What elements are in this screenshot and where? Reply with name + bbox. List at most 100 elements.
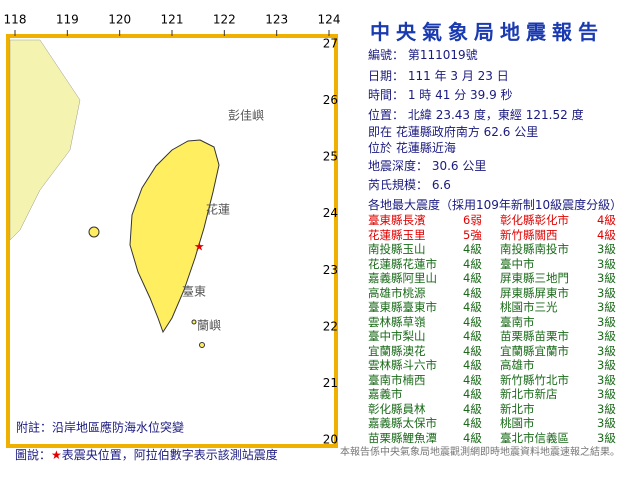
intensity: 3級 <box>597 300 616 314</box>
station: 新竹縣竹北市 <box>500 372 569 387</box>
station: 嘉義縣太保市 <box>368 416 437 430</box>
intensity-row: 高雄市桃源 4級 屏東縣屏東市 3級 <box>368 285 638 300</box>
station: 苗栗縣苗栗市 <box>500 329 569 343</box>
intensity-row: 彰化縣員林 4級 新北市 3級 <box>368 401 638 416</box>
intensity-title: 各地最大震度（採用109年新制10級震度分級） <box>368 198 623 212</box>
intensity-row: 嘉義縣阿里山 4級 屏東縣三地門 3級 <box>368 270 638 285</box>
field-value: 121.52 <box>525 108 568 122</box>
lon-tick-label: 119 <box>56 13 79 27</box>
intensity: 4級 <box>463 343 482 358</box>
station: 臺中市梨山 <box>368 329 426 343</box>
intensity: 3級 <box>597 430 616 445</box>
field: 位置： 北緯 23.43 度，東經 121.52 度 <box>368 106 584 123</box>
lat-tick-label: 20 <box>323 433 338 447</box>
field-value: 23.43 <box>435 108 471 122</box>
intensity: 3級 <box>597 387 616 401</box>
field-label: 即在 <box>368 125 393 139</box>
field-value: 度， <box>473 108 498 122</box>
field: 芮氏規模： 6.6 <box>368 176 451 193</box>
field-value: 花蓮縣政府南方 62.6 公里 <box>395 125 539 139</box>
station: 臺南市 <box>500 314 535 329</box>
intensity-row: 花蓮縣玉里 5強 新竹縣關西 4級 <box>368 227 638 242</box>
intensity: 3級 <box>597 271 616 285</box>
taiwan <box>129 139 220 334</box>
field-value: 6.6 <box>431 178 451 192</box>
station: 花蓮縣花蓮市 <box>368 256 437 271</box>
lon-tick-label: 124 <box>318 13 340 27</box>
intensity: 6弱 <box>463 213 482 227</box>
station: 新竹縣關西 <box>500 227 558 242</box>
station: 桃園市三光 <box>500 300 558 314</box>
lat-tick-label: 24 <box>323 206 338 220</box>
field: 位於 花蓮縣近海 <box>368 139 456 156</box>
intensity-row: 宜蘭縣澳花 4級 宜蘭縣宜蘭市 3級 <box>368 343 638 358</box>
station: 宜蘭縣宜蘭市 <box>500 343 569 358</box>
intensity: 4級 <box>463 416 482 430</box>
intensity: 4級 <box>463 358 482 372</box>
lon-tick-label: 118 <box>4 13 27 27</box>
map-label: 臺東 <box>182 284 206 299</box>
intensity: 3級 <box>597 285 616 300</box>
field-label: 編號： <box>368 48 405 62</box>
legend-text: 表震央位置，阿拉伯數字表示該測站震度 <box>61 448 278 462</box>
station: 高雄市桃源 <box>368 285 426 300</box>
field-value: 東經 <box>497 108 522 122</box>
station: 雲林縣斗六市 <box>368 358 437 372</box>
lon-tick-label: 123 <box>265 13 288 27</box>
lon-tick-label: 122 <box>213 13 236 27</box>
note-box <box>12 418 172 436</box>
field: 編號： 第111019號 <box>368 46 478 63</box>
intensity: 4級 <box>463 401 482 416</box>
station: 南投縣玉山 <box>368 242 426 256</box>
intensity-row: 雲林縣草嶺 4級 臺南市 3級 <box>368 314 638 329</box>
field-label: 位於 <box>368 141 393 155</box>
station: 宜蘭縣澳花 <box>368 343 426 358</box>
intensity: 4級 <box>463 300 482 314</box>
intensity-row: 臺中市梨山 4級 苗栗縣苗栗市 3級 <box>368 328 638 343</box>
intensity: 4級 <box>597 227 616 242</box>
station: 苗栗縣鯉魚潭 <box>368 430 437 445</box>
field-value: 1 時 41 分 39.9 秒 <box>407 88 513 102</box>
intensity-row: 臺東縣長濱 6弱 彰化縣彰化市 4級 <box>368 212 638 227</box>
intensity: 3級 <box>597 242 616 256</box>
intensity: 3級 <box>597 329 616 343</box>
intensity: 3級 <box>597 256 616 271</box>
footer: 本報告係中央氣象局地震觀測網即時地震資料地震速報之結果。 <box>340 447 620 458</box>
intensity: 5強 <box>463 227 482 242</box>
island <box>199 342 205 348</box>
intensity-row: 雲林縣斗六市 4級 高雄市 3級 <box>368 357 638 372</box>
field-label: 時間： <box>368 88 405 102</box>
intensity: 3級 <box>597 372 616 387</box>
station: 臺東縣臺東市 <box>368 300 437 314</box>
station: 花蓮縣玉里 <box>368 227 426 242</box>
intensity: 4級 <box>463 430 482 445</box>
lat-tick-label: 22 <box>323 319 338 333</box>
map-label: 蘭嶼 <box>197 319 221 333</box>
station: 桃園市 <box>500 416 535 430</box>
field-value: 111 年 3 月 23 日 <box>407 69 509 83</box>
intensity: 4級 <box>463 256 482 271</box>
station: 高雄市 <box>500 358 535 372</box>
intensity-row: 苗栗縣鯉魚潭 4級 臺北市信義區 3級 <box>368 430 638 445</box>
intensity: 3級 <box>597 358 616 372</box>
legend-label: 圖說： <box>15 448 52 462</box>
station: 屏東縣屏東市 <box>500 285 569 300</box>
station: 彰化縣彰化市 <box>500 213 569 227</box>
map-note: 附註：沿岸地區應防海水位突變 <box>16 420 184 435</box>
station: 臺北市信義區 <box>500 430 569 445</box>
field-label: 位置： <box>368 108 405 122</box>
lon-tick-label: 121 <box>161 13 184 27</box>
station: 南投縣南投市 <box>500 242 569 256</box>
field: 地震深度： 30.6 公里 <box>368 157 486 174</box>
intensity-row: 花蓮縣花蓮市 4級 臺中市 3級 <box>368 256 638 271</box>
field-value: 度 <box>571 108 584 122</box>
station: 臺東縣長濱 <box>368 213 426 227</box>
legend: 圖說：★表震央位置，阿拉伯數字表示該測站震度 <box>15 446 278 463</box>
station: 臺南市楠西 <box>368 372 426 387</box>
map-label: 花蓮 <box>206 202 230 217</box>
intensity: 3級 <box>597 343 616 358</box>
map: 彭佳嶼 花蓮 臺東 蘭嶼 附註：沿岸地區應防海水位突變 118 119 120 121… <box>4 13 340 448</box>
intensity: 4級 <box>463 314 482 329</box>
lat-tick-label: 26 <box>323 93 338 107</box>
